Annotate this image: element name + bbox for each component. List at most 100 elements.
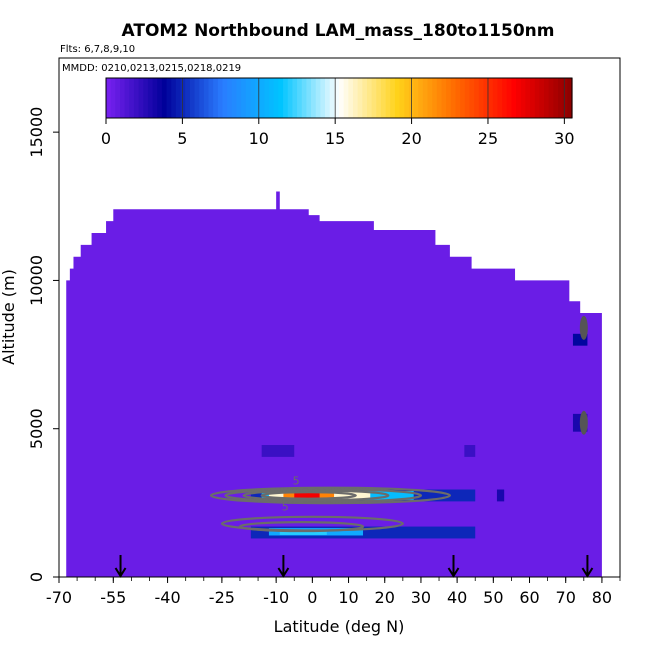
colorbar-band-52	[348, 78, 354, 118]
colorbar-band-90	[525, 78, 531, 118]
y-tick-label-0: 0	[27, 572, 46, 582]
colorbar-band-77	[464, 78, 471, 118]
colorbar-band-89	[520, 78, 526, 118]
contour-label-0: 5	[282, 500, 289, 513]
colorbar-band-91	[530, 78, 536, 118]
colorbar-band-6	[133, 78, 140, 118]
colorbar-band-51	[343, 78, 349, 118]
colorbar-band-37	[278, 78, 284, 118]
colorbar-band-97	[558, 78, 564, 118]
colorbar-band-78	[469, 78, 475, 118]
colorbar-band-61	[390, 78, 396, 118]
colorbar-band-72	[441, 78, 447, 118]
colorbar-band-34	[264, 78, 270, 118]
colorbar-band-8	[143, 78, 149, 118]
heatmap-cell-5	[294, 492, 320, 499]
colorbar-band-47	[325, 78, 331, 118]
colorbar-band-3	[119, 78, 126, 118]
colorbar-tick-label-6: 30	[554, 129, 574, 148]
colorbar-band-57	[371, 78, 377, 118]
colorbar: 0 5 10 15 20 25 30	[101, 77, 575, 148]
colorbar-tick-label-0: 0	[101, 129, 111, 148]
contour-blob-1	[579, 410, 588, 435]
y-axis-label: Altitude (m)	[0, 269, 18, 365]
colorbar-band-93	[539, 78, 545, 118]
colorbar-band-27	[231, 78, 238, 118]
colorbar-band-99	[567, 78, 573, 118]
colorbar-band-29	[241, 78, 247, 118]
colorbar-band-13	[166, 78, 172, 118]
colorbar-band-26	[227, 78, 233, 118]
colorbar-band-16	[180, 78, 186, 118]
colorbar-band-30	[245, 78, 252, 118]
colorbar-band-12	[161, 78, 168, 118]
colorbar-band-45	[315, 78, 321, 118]
colorbar-band-23	[213, 78, 219, 118]
colorbar-band-71	[436, 78, 443, 118]
colorbar-band-60	[385, 78, 391, 118]
contour-line-5	[238, 521, 365, 533]
colorbar-band-1	[110, 78, 116, 118]
colorbar-band-43	[306, 78, 312, 118]
colorbar-band-58	[376, 78, 382, 118]
colorbar-band-24	[217, 78, 224, 118]
colorbar-band-35	[269, 78, 275, 118]
colorbar-band-96	[553, 78, 559, 118]
contour-line-3	[260, 491, 357, 500]
x-tick-label-12: 70	[556, 588, 576, 607]
contour-blob-0	[579, 315, 588, 340]
colorbar-band-86	[506, 78, 513, 118]
flight-arrow-3	[581, 555, 594, 578]
colorbar-band-20	[199, 78, 205, 118]
x-tick-label-13: 80	[592, 588, 612, 607]
colorbar-band-40	[292, 78, 298, 118]
colorbar-band-10	[152, 78, 158, 118]
plot-frame	[58, 57, 621, 578]
colorbar-band-14	[171, 78, 177, 118]
x-tick-label-3: -25	[209, 588, 235, 607]
colorbar-band-74	[450, 78, 457, 118]
colorbar-band-18	[189, 78, 196, 118]
x-tick-label-5: 0	[307, 588, 317, 607]
colorbar-band-81	[483, 78, 489, 118]
x-tick-label-10: 50	[483, 588, 503, 607]
colorbar-band-36	[273, 78, 280, 118]
colorbar-band-56	[366, 78, 373, 118]
colorbar-band-94	[544, 78, 550, 118]
colorbar-band-5	[129, 78, 135, 118]
contour-label-1: 5	[293, 474, 300, 487]
flights-note: Flts: 6,7,8,9,10	[60, 44, 135, 55]
colorbar-band-19	[194, 78, 200, 118]
colorbar-band-69	[427, 78, 433, 118]
colorbar-band-70	[432, 78, 438, 118]
colorbar-band-68	[422, 78, 429, 118]
colorbar-band-9	[147, 78, 154, 118]
heatmap-cell-7	[279, 529, 327, 535]
colorbar-band-63	[399, 78, 405, 118]
contour-line-1	[224, 488, 423, 503]
colorbar-band-66	[413, 78, 419, 118]
colorbar-band-44	[311, 78, 317, 118]
colorbar-band-82	[488, 78, 494, 118]
plot-area: 55	[58, 57, 621, 578]
x-tick-label-0: -70	[46, 588, 72, 607]
coverage-envelope	[66, 191, 602, 577]
x-tick-label-4: -10	[263, 588, 289, 607]
x-tick-label-2: -40	[155, 588, 181, 607]
colorbar-band-85	[502, 78, 508, 118]
heatmap-cell-9	[464, 445, 476, 457]
colorbar-tick-label-1: 5	[177, 129, 187, 148]
colorbar-band-87	[511, 78, 517, 118]
colorbar-band-92	[534, 78, 540, 118]
x-axis: -70 -55 -40 -25 -10 0 10 20 30 40 50 60 70 80	[46, 577, 621, 607]
colorbar-band-22	[208, 78, 214, 118]
colorbar-band-31	[250, 78, 256, 118]
x-tick-label-8: 30	[411, 588, 431, 607]
colorbar-band-0	[106, 78, 112, 118]
colorbar-band-25	[222, 78, 228, 118]
colorbar-band-73	[446, 78, 452, 118]
colorbar-band-21	[203, 78, 210, 118]
flight-arrow-1	[277, 555, 290, 578]
colorbar-band-42	[301, 78, 307, 118]
